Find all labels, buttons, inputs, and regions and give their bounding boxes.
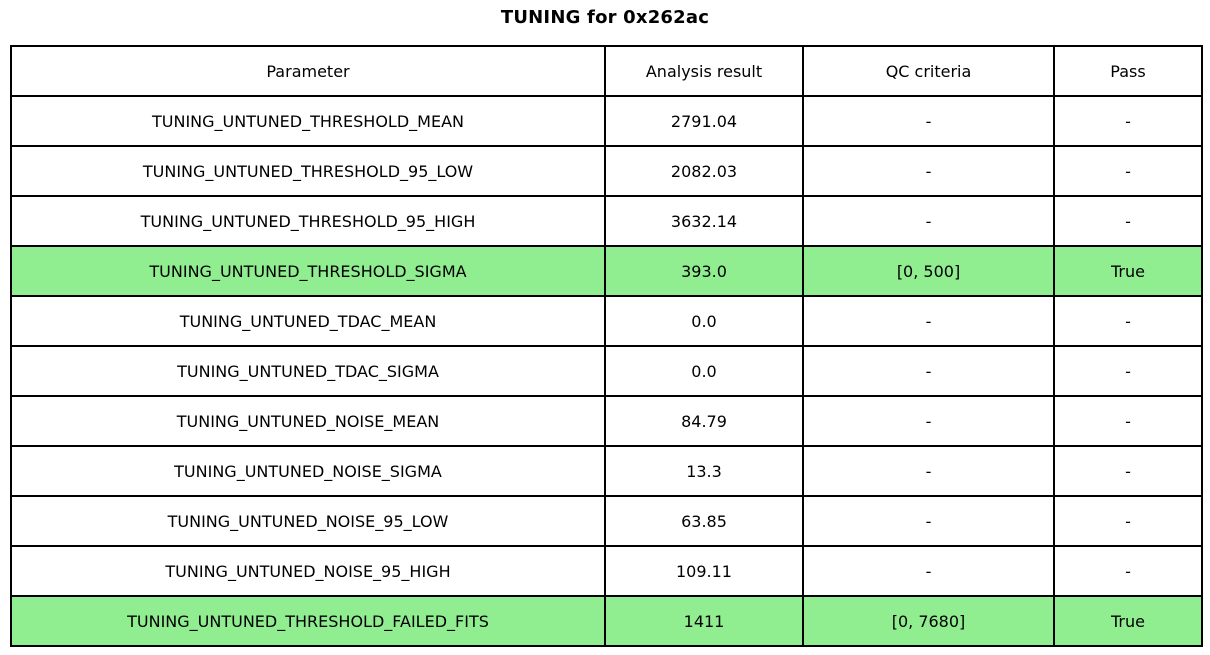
cell-pass: - [1053,295,1203,347]
cell-pass: - [1053,145,1203,197]
cell-parameter: TUNING_UNTUNED_THRESHOLD_MEAN [10,95,606,147]
table-row: TUNING_UNTUNED_NOISE_MEAN 84.79 - - [10,395,1203,447]
cell-analysis-result: 0.0 [604,345,804,397]
cell-pass: True [1053,245,1203,297]
cell-pass: - [1053,445,1203,497]
cell-qc-criteria: - [802,395,1055,447]
cell-qc-criteria: - [802,95,1055,147]
cell-analysis-result: 2082.03 [604,145,804,197]
cell-analysis-result: 393.0 [604,245,804,297]
cell-qc-criteria: - [802,295,1055,347]
table-row: TUNING_UNTUNED_TDAC_MEAN 0.0 - - [10,295,1203,347]
cell-parameter: TUNING_UNTUNED_TDAC_SIGMA [10,345,606,397]
figure-title: TUNING for 0x262ac [500,7,710,28]
cell-pass: - [1053,95,1203,147]
cell-qc-criteria: - [802,345,1055,397]
cell-qc-criteria: [0, 7680] [802,595,1055,647]
table-header-row: Parameter Analysis result QC criteria Pa… [10,45,1203,97]
cell-parameter: TUNING_UNTUNED_THRESHOLD_SIGMA [10,245,606,297]
cell-analysis-result: 63.85 [604,495,804,547]
cell-pass: - [1053,195,1203,247]
cell-analysis-result: 2791.04 [604,95,804,147]
cell-qc-criteria: - [802,445,1055,497]
header-qc-criteria: QC criteria [802,45,1055,97]
qc-results-table: Parameter Analysis result QC criteria Pa… [10,45,1203,647]
cell-analysis-result: 84.79 [604,395,804,447]
cell-qc-criteria: - [802,495,1055,547]
table-row: TUNING_UNTUNED_NOISE_95_LOW 63.85 - - [10,495,1203,547]
cell-parameter: TUNING_UNTUNED_TDAC_MEAN [10,295,606,347]
table-row-highlighted: TUNING_UNTUNED_THRESHOLD_SIGMA 393.0 [0,… [10,245,1203,297]
cell-parameter: TUNING_UNTUNED_THRESHOLD_FAILED_FITS [10,595,606,647]
cell-qc-criteria: - [802,145,1055,197]
cell-qc-criteria: - [802,545,1055,597]
cell-qc-criteria: [0, 500] [802,245,1055,297]
header-pass: Pass [1053,45,1203,97]
cell-parameter: TUNING_UNTUNED_THRESHOLD_95_HIGH [10,195,606,247]
cell-analysis-result: 13.3 [604,445,804,497]
cell-pass: - [1053,545,1203,597]
cell-parameter: TUNING_UNTUNED_NOISE_95_LOW [10,495,606,547]
cell-parameter: TUNING_UNTUNED_NOISE_MEAN [10,395,606,447]
table-row: TUNING_UNTUNED_THRESHOLD_MEAN 2791.04 - … [10,95,1203,147]
cell-analysis-result: 0.0 [604,295,804,347]
cell-qc-criteria: - [802,195,1055,247]
table-row-highlighted: TUNING_UNTUNED_THRESHOLD_FAILED_FITS 141… [10,595,1203,647]
table-row: TUNING_UNTUNED_TDAC_SIGMA 0.0 - - [10,345,1203,397]
cell-analysis-result: 1411 [604,595,804,647]
cell-analysis-result: 109.11 [604,545,804,597]
header-analysis-result: Analysis result [604,45,804,97]
cell-analysis-result: 3632.14 [604,195,804,247]
cell-pass: - [1053,345,1203,397]
table-row: TUNING_UNTUNED_NOISE_95_HIGH 109.11 - - [10,545,1203,597]
table-row: TUNING_UNTUNED_THRESHOLD_95_LOW 2082.03 … [10,145,1203,197]
cell-parameter: TUNING_UNTUNED_NOISE_95_HIGH [10,545,606,597]
cell-pass: True [1053,595,1203,647]
table-row: TUNING_UNTUNED_THRESHOLD_95_HIGH 3632.14… [10,195,1203,247]
cell-parameter: TUNING_UNTUNED_THRESHOLD_95_LOW [10,145,606,197]
cell-parameter: TUNING_UNTUNED_NOISE_SIGMA [10,445,606,497]
table-row: TUNING_UNTUNED_NOISE_SIGMA 13.3 - - [10,445,1203,497]
header-parameter: Parameter [10,45,606,97]
cell-pass: - [1053,395,1203,447]
cell-pass: - [1053,495,1203,547]
